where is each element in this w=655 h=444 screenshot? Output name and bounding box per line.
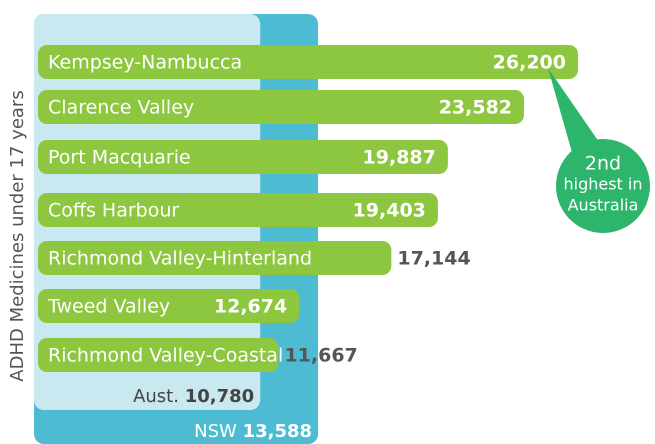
category-label: Clarence Valley [48,97,194,119]
value-label: 17,144 [397,248,470,270]
bar [38,90,525,124]
category-label: Tweed Valley [47,296,170,318]
value-label: 12,674 [214,296,287,318]
reference-label: Aust. 10,780 [133,386,254,407]
reference-name: NSW [194,421,237,442]
bar [38,338,279,372]
value-label: 23,582 [439,97,512,119]
category-label: Port Macquarie [48,147,191,169]
bar [38,193,438,227]
bar [38,289,300,323]
value-label: 11,667 [284,345,357,367]
value-label: 26,200 [493,52,566,74]
value-label: 19,887 [363,147,436,169]
category-label: Kempsey-Nambucca [48,52,242,74]
annotation: Australia [568,196,639,215]
reference-name: Aust. [133,386,179,407]
category-label: Coffs Harbour [48,200,179,222]
callout-bubble [556,139,650,233]
reference-label: NSW 13,588 [194,421,312,442]
axis-label: ADHD Medicines under 17 years [7,90,28,381]
bar [38,241,392,275]
value-label: 19,403 [353,200,426,222]
bar [38,45,578,79]
category-label: Richmond Valley-Coastal [48,345,283,367]
callout-pointer [548,68,599,156]
reference-value: 10,780 [185,386,254,407]
reference-value: 13,588 [243,421,312,442]
category-label: Richmond Valley-Hinterland [48,248,312,270]
bar [38,140,448,174]
annotation: highest in [563,175,642,194]
annotation: 2nd [585,153,621,175]
